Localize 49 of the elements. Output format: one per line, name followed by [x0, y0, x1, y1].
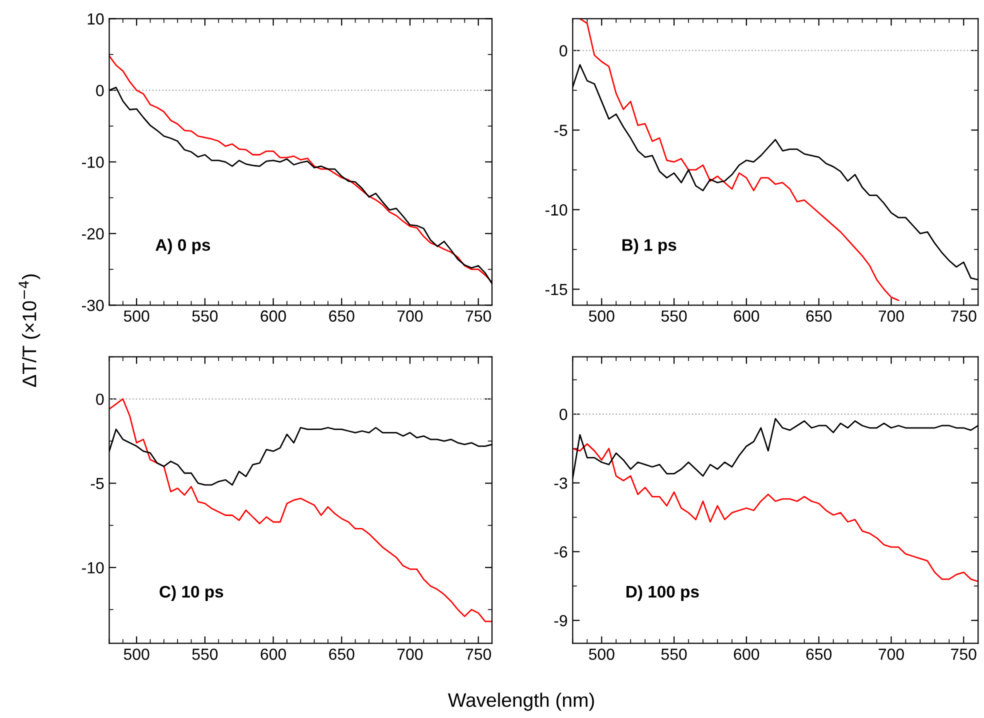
y-tick-label: -9: [554, 615, 568, 626]
line-series: [109, 398, 492, 622]
x-tick-label: 750: [951, 648, 976, 660]
x-tick-label: 600: [734, 310, 760, 322]
y-tick-label: -6: [554, 546, 568, 558]
annotation: A) 0 ps: [156, 238, 210, 254]
line-series: [579, 18, 900, 302]
x-tick-label: 650: [329, 310, 354, 322]
x-tick-label: 650: [806, 310, 832, 322]
y-tick-label: 0: [560, 408, 568, 420]
x-tick-label: 600: [734, 648, 760, 660]
x-tick-label: 550: [661, 310, 687, 322]
annotation: C) 10 ps: [160, 585, 224, 601]
y-tick-label: 0: [96, 394, 104, 405]
x-tick-label: 700: [878, 310, 904, 322]
x-tick-label: 700: [397, 648, 423, 660]
x-tick-label: 500: [588, 648, 614, 660]
annotation: D) 100 ps: [626, 585, 699, 601]
x-tick-label: 500: [124, 648, 150, 660]
x-tick-label: 750: [466, 648, 492, 660]
x-tick-label: 650: [806, 648, 832, 660]
x-tick-label: 550: [661, 648, 687, 660]
x-tick-label: 700: [878, 648, 904, 660]
x-axis-title: Wavelength (nm): [448, 692, 594, 711]
x-tick-label: 500: [588, 310, 614, 322]
x-tick-label: 750: [951, 310, 976, 322]
line-series: [572, 443, 978, 582]
x-tick-label: 700: [397, 310, 423, 322]
y-tick-label: -20: [82, 228, 104, 240]
y-tick-label: -3: [554, 478, 568, 489]
x-tick-label: 500: [124, 310, 150, 322]
y-tick-label: -30: [82, 300, 104, 312]
annotation: B) 1 ps: [622, 238, 676, 254]
x-tick-label: 600: [260, 648, 286, 660]
y-tick-label: 0: [96, 84, 104, 96]
y-axis-title: ΔT/T (×10$^{−4}$): [18, 274, 40, 387]
y-tick-label: -10: [82, 562, 104, 574]
x-tick-label: 550: [192, 648, 218, 660]
y-tick-label: -10: [545, 204, 568, 216]
y-tick-label: -5: [554, 124, 568, 136]
x-tick-label: 550: [192, 310, 218, 322]
y-tick-label: 10: [88, 13, 104, 25]
x-tick-label: 750: [466, 310, 492, 322]
y-tick-label: 0: [560, 45, 568, 56]
y-tick-label: -15: [545, 284, 568, 296]
y-tick-label: -10: [82, 156, 104, 168]
x-tick-label: 650: [329, 648, 354, 660]
y-tick-label: -5: [90, 478, 104, 490]
x-tick-label: 600: [260, 310, 286, 322]
